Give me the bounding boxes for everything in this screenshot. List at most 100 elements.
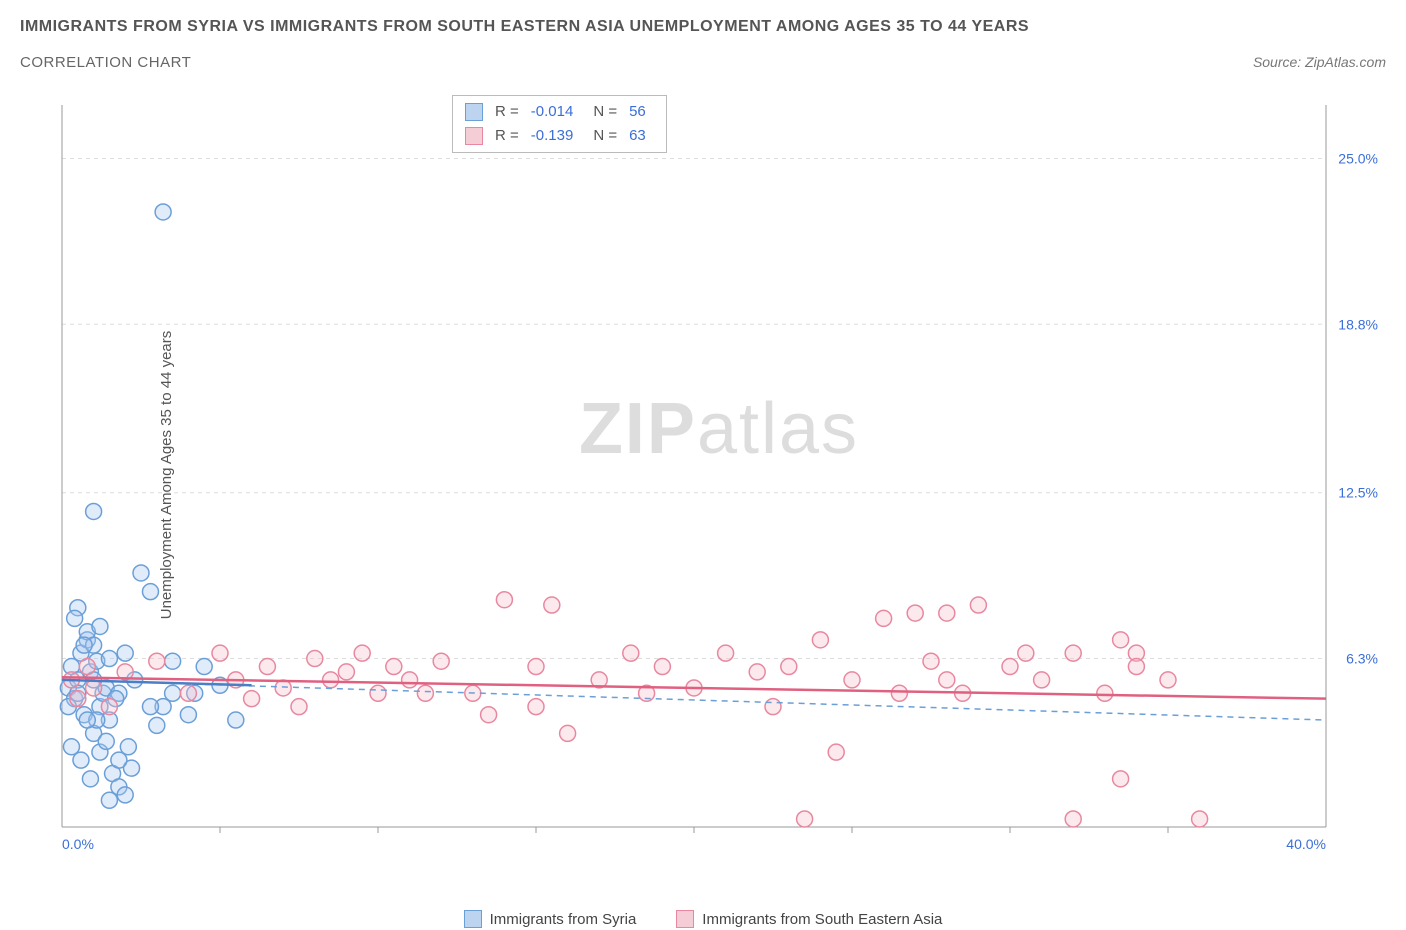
data-point [1097,685,1113,701]
data-point [73,752,89,768]
chart-area: Unemployment Among Ages 35 to 44 years Z… [52,95,1386,855]
data-point [117,645,133,661]
svg-text:18.8%: 18.8% [1338,316,1378,332]
stat-n-label: N = [593,124,617,148]
data-point [718,645,734,661]
data-point [907,605,923,621]
stats-row: R = -0.139 N = 63 [465,124,654,148]
data-point [101,792,117,808]
data-point [1192,811,1208,827]
data-point [79,659,95,675]
data-point [1128,659,1144,675]
stat-n-value: 63 [629,124,646,148]
data-point [117,787,133,803]
stats-legend-box: R = -0.014 N = 56 R = -0.139 N = 63 [452,95,667,153]
data-point [155,204,171,220]
data-point [180,685,196,701]
data-point [70,691,86,707]
svg-text:0.0%: 0.0% [62,836,94,852]
data-point [1002,659,1018,675]
data-point [844,672,860,688]
stat-n-label: N = [593,100,617,124]
legend-swatch [676,910,694,928]
chart-header: IMMIGRANTS FROM SYRIA VS IMMIGRANTS FROM… [0,0,1406,71]
data-point [528,699,544,715]
data-point [79,712,95,728]
svg-text:25.0%: 25.0% [1338,150,1378,166]
data-point [244,691,260,707]
data-point [781,659,797,675]
data-point [149,717,165,733]
data-point [149,653,165,669]
data-point [275,680,291,696]
data-point [101,699,117,715]
stat-r-value: -0.014 [531,100,574,124]
data-point [180,707,196,723]
subtitle-row: CORRELATION CHART Source: ZipAtlas.com [20,54,1386,71]
data-point [417,685,433,701]
data-point [354,645,370,661]
bottom-legend: Immigrants from Syria Immigrants from So… [0,910,1406,928]
data-point [939,605,955,621]
legend-label: Immigrants from Syria [490,911,637,928]
data-point [165,685,181,701]
data-point [142,699,158,715]
stat-r-value: -0.139 [531,124,574,148]
data-point [212,645,228,661]
chart-source: Source: ZipAtlas.com [1253,54,1386,70]
legend-swatch [465,103,483,121]
stat-n-value: 56 [629,100,646,124]
data-point [142,584,158,600]
data-point [323,672,339,688]
data-point [1034,672,1050,688]
data-point [67,610,83,626]
legend-swatch [465,127,483,145]
data-point [76,637,92,653]
chart-subtitle: CORRELATION CHART [20,54,191,71]
data-point [481,707,497,723]
scatter-plot: 6.3% 12.5% 18.8% 25.0% 0.0% 40.0% [52,95,1386,855]
data-point [528,659,544,675]
chart-title: IMMIGRANTS FROM SYRIA VS IMMIGRANTS FROM… [20,18,1386,36]
data-point [402,672,418,688]
data-point [544,597,560,613]
data-point [228,712,244,728]
data-point [812,632,828,648]
data-point [120,739,136,755]
stat-r-label: R = [495,100,519,124]
svg-text:40.0%: 40.0% [1286,836,1326,852]
data-point [828,744,844,760]
data-point [92,618,108,634]
stats-row: R = -0.014 N = 56 [465,100,654,124]
data-point [82,771,98,787]
data-point [291,699,307,715]
data-point [923,653,939,669]
data-point [560,725,576,741]
data-point [970,597,986,613]
data-point [386,659,402,675]
svg-text:12.5%: 12.5% [1338,485,1378,501]
legend-item: Immigrants from Syria [464,910,637,928]
data-point [98,733,114,749]
legend-label: Immigrants from South Eastern Asia [702,911,942,928]
data-point [165,653,181,669]
data-point [623,645,639,661]
data-point [891,685,907,701]
data-point [196,659,212,675]
data-point [876,610,892,626]
svg-text:6.3%: 6.3% [1346,651,1378,667]
data-point [338,664,354,680]
stat-r-label: R = [495,124,519,148]
legend-item: Immigrants from South Eastern Asia [676,910,942,928]
data-point [133,565,149,581]
data-point [307,651,323,667]
legend-swatch [464,910,482,928]
data-point [1113,632,1129,648]
data-point [654,659,670,675]
data-point [1160,672,1176,688]
data-point [765,699,781,715]
data-point [433,653,449,669]
data-point [370,685,386,701]
data-point [86,503,102,519]
data-point [749,664,765,680]
